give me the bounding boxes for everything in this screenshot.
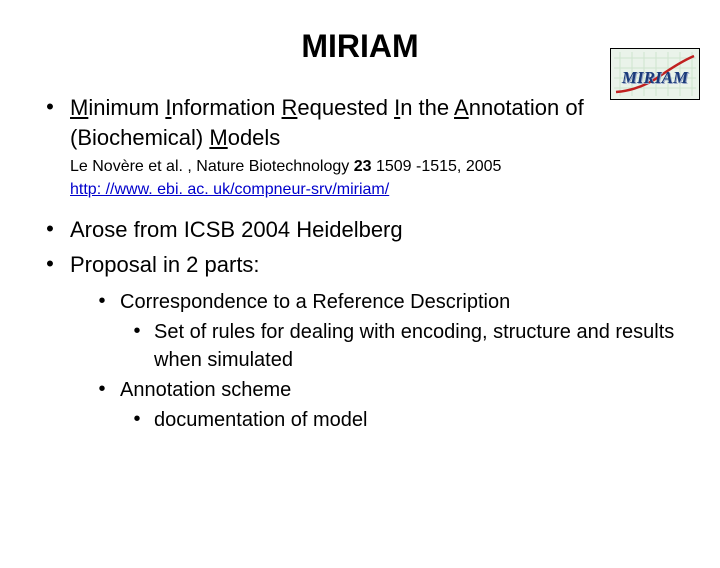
miriam-logo: MIRIAM MIRIAM xyxy=(610,48,700,100)
svg-text:MIRIAM: MIRIAM xyxy=(621,68,689,87)
bullet-icon: • xyxy=(84,376,120,403)
bullet-icon: • xyxy=(30,93,70,122)
list-item: • Proposal in 2 parts: xyxy=(30,250,690,280)
citation-text: Le Novère et al. , Nature Biotechnology … xyxy=(70,156,690,178)
bullet-icon: • xyxy=(120,406,154,433)
bullet-icon: • xyxy=(84,288,120,315)
subsub-item-text: Set of rules for dealing with encoding, … xyxy=(154,318,690,374)
miriam-url-link[interactable]: http: //www. ebi. ac. uk/compneur-srv/mi… xyxy=(70,181,389,199)
bullet-icon: • xyxy=(30,250,70,279)
item-text: Arose from ICSB 2004 Heidelberg xyxy=(70,215,690,245)
subsub-item-text: documentation of model xyxy=(154,406,690,434)
content-area: • Minimum Information Requested In the A… xyxy=(0,93,720,434)
sub-item-text: Annotation scheme xyxy=(120,376,690,404)
item-text: Proposal in 2 parts: xyxy=(70,250,690,280)
subsub-item: • Set of rules for dealing with encoding… xyxy=(120,318,690,374)
sub-item: • Correspondence to a Reference Descript… xyxy=(84,288,690,316)
subsub-item: • documentation of model xyxy=(120,406,690,434)
list-item: • Minimum Information Requested In the A… xyxy=(30,93,690,199)
acronym-expansion: Minimum Information Requested In the Ann… xyxy=(70,93,690,152)
sub-item: • Annotation scheme xyxy=(84,376,690,404)
list-item: • Arose from ICSB 2004 Heidelberg xyxy=(30,215,690,245)
sub-list: • Correspondence to a Reference Descript… xyxy=(84,288,690,434)
bullet-icon: • xyxy=(30,215,70,244)
bullet-icon: • xyxy=(120,318,154,345)
sub-item-text: Correspondence to a Reference Descriptio… xyxy=(120,288,690,316)
